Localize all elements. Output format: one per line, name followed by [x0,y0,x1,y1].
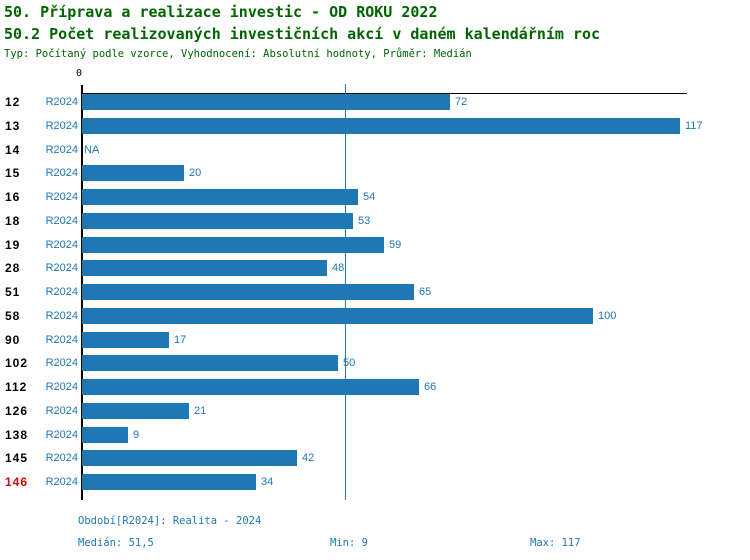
bar-value-label: 20 [189,167,202,180]
footer-min-label: Min: 9 [330,537,368,549]
bar [82,307,593,324]
row-series-label: R2024 [45,357,78,370]
bar-value-label: 9 [133,428,140,441]
row-series-label: R2024 [45,428,78,441]
chart-row: 90 R2024 17 [0,328,750,352]
bar-value-label: 50 [343,357,356,370]
bar [82,474,256,490]
row-category-label: 28 [5,261,21,276]
bar [82,379,419,395]
row-series-label: R2024 [45,476,78,488]
bar-value-label: 48 [332,262,345,275]
bar-value-label: 34 [261,476,274,488]
bar-value-label: 117 [685,119,703,132]
row-category-label: 112 [5,380,28,394]
bar-value-label: 66 [424,381,437,393]
chart-row: 19 R2024 59 [0,233,750,257]
chart-row: 102 R2024 50 [0,351,750,375]
bar [82,355,338,372]
row-category-label: 15 [5,166,21,181]
row-series-label: R2024 [45,309,78,322]
row-category-label: 51 [5,285,21,299]
row-series-label: R2024 [45,191,78,203]
bar-value-label: 17 [174,333,187,346]
bar [82,450,297,467]
row-series-label: R2024 [45,262,78,275]
chart-row: 16 R2024 54 [0,185,750,209]
report-title-line2: 50.2 Počet realizovaných investičních ak… [4,25,601,43]
row-series-label: R2024 [45,143,78,156]
row-category-label: 58 [5,308,21,323]
bar [82,236,384,253]
x-axis-line [81,93,687,94]
chart-row: 58 R2024 100 [0,304,750,328]
row-category-label: 90 [5,332,21,347]
bar [82,94,450,110]
bar [82,331,169,348]
row-series-label: R2024 [45,119,78,132]
chart-row: 12 R2024 72 [0,90,750,114]
row-category-label: 13 [5,118,21,133]
row-series-label: R2024 [45,286,78,298]
bar [82,165,184,182]
bar [82,212,353,229]
row-category-label: 126 [5,403,29,418]
row-category-label: 145 [5,451,29,466]
row-category-label: 146 [5,475,29,489]
bar [82,117,680,134]
chart-row: 14 R2024 NA [0,138,750,162]
row-category-label: 19 [5,237,21,252]
row-series-label: R2024 [45,333,78,346]
row-series-label: R2024 [45,96,78,108]
chart-row: 112 R2024 66 [0,375,750,399]
chart-row: 138 R2024 9 [0,423,750,447]
row-series-label: R2024 [45,167,78,180]
row-category-label: 138 [5,427,29,442]
bar-value-label: 65 [419,286,432,298]
bar-value-label: 42 [302,452,315,465]
chart-row: 126 R2024 21 [0,399,750,423]
row-category-label: 18 [5,213,21,228]
row-series-label: R2024 [45,452,78,465]
report-subtitle: Typ: Počítaný podle vzorce, Vyhodnocení:… [4,48,472,60]
x-axis-zero-tick-label: 0 [76,68,83,79]
na-label: NA [84,143,100,156]
report-title-line1: 50. Příprava a realizace investic - OD R… [4,3,438,21]
row-category-label: 16 [5,190,21,204]
footer-median-label: Medián: 51,5 [78,537,154,549]
footer-period-label: Období[R2024]: Realita - 2024 [78,515,262,527]
bar-value-label: 21 [194,404,207,417]
chart-row: 51 R2024 65 [0,280,750,304]
chart-row: 28 R2024 48 [0,256,750,280]
row-category-label: 102 [5,356,29,371]
bar-value-label: 100 [598,309,617,322]
chart-row: 145 R2024 42 [0,446,750,470]
row-category-label: 12 [5,95,21,109]
row-category-label: 14 [5,142,21,157]
bar [82,426,128,443]
bar-value-label: 59 [389,238,402,251]
row-series-label: R2024 [45,404,78,417]
bar [82,284,414,300]
bar-value-label: 53 [358,214,371,227]
row-series-label: R2024 [45,381,78,393]
footer-max-label: Max: 117 [530,537,581,549]
chart-row: 146 R2024 34 [0,470,750,494]
bar-value-label: 72 [455,96,468,108]
bar [82,260,327,277]
bar-value-label: 54 [363,191,376,203]
row-series-label: R2024 [45,214,78,227]
bar [82,189,358,205]
chart-row: 15 R2024 20 [0,161,750,185]
row-series-label: R2024 [45,238,78,251]
bar [82,402,189,419]
chart-row: 13 R2024 117 [0,114,750,138]
chart-row: 18 R2024 53 [0,209,750,233]
